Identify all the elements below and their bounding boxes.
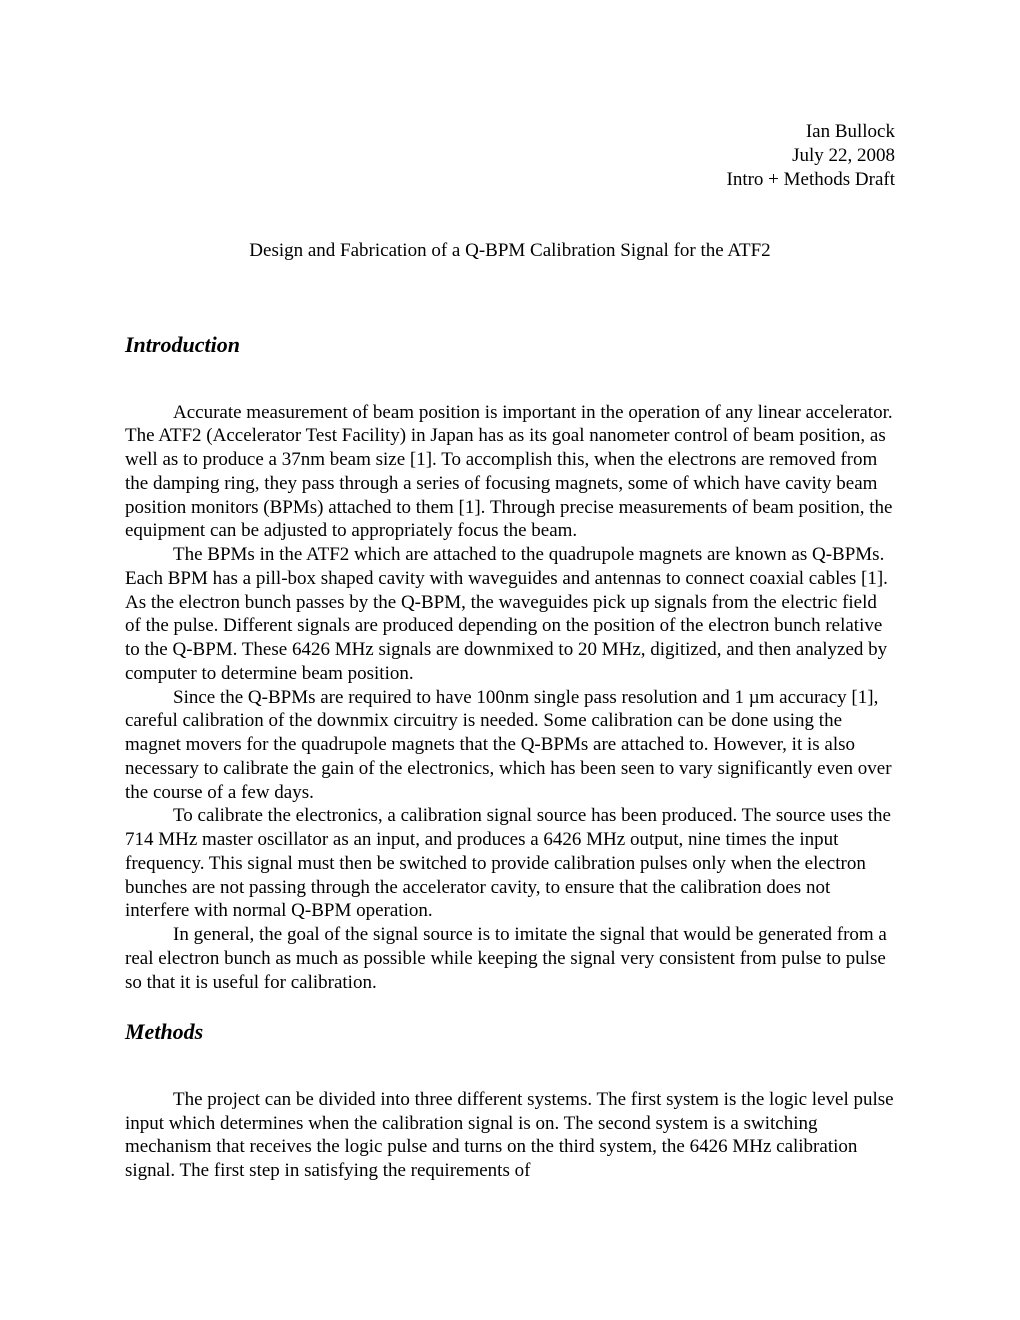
introduction-heading: Introduction <box>125 331 895 359</box>
intro-paragraph-2: The BPMs in the ATF2 which are attached … <box>125 543 895 686</box>
author-name: Ian Bullock <box>125 120 895 144</box>
intro-paragraph-5: In general, the goal of the signal sourc… <box>125 923 895 994</box>
intro-paragraph-4: To calibrate the electronics, a calibrat… <box>125 804 895 923</box>
document-title: Design and Fabrication of a Q-BPM Calibr… <box>125 239 895 263</box>
document-date: July 22, 2008 <box>125 144 895 168</box>
intro-paragraph-1: Accurate measurement of beam position is… <box>125 401 895 544</box>
methods-paragraph-1: The project can be divided into three di… <box>125 1088 895 1183</box>
draft-label: Intro + Methods Draft <box>125 168 895 192</box>
methods-heading: Methods <box>125 1018 895 1046</box>
document-header: Ian Bullock July 22, 2008 Intro + Method… <box>125 120 895 191</box>
intro-paragraph-3: Since the Q-BPMs are required to have 10… <box>125 686 895 805</box>
